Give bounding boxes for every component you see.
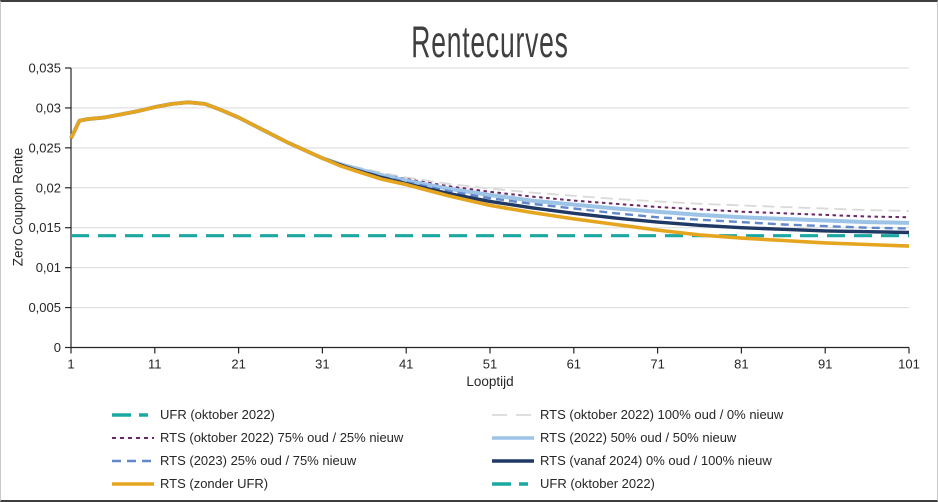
y-tick-label: 0,01 [36, 260, 61, 275]
legend-column: UFR (oktober 2022) RTS (oktober 2022) 75%… [111, 403, 403, 495]
legend-swatch-rts100 [492, 413, 534, 416]
x-tick-label: 81 [734, 357, 748, 372]
x-tick-label: 41 [399, 357, 413, 372]
legend-item: RTS (zonder UFR) [111, 472, 403, 495]
y-tick-label: 0,015 [28, 220, 61, 235]
y-tick-label: 0,025 [28, 140, 61, 155]
y-tick-label: 0,02 [36, 180, 61, 195]
legend-label: RTS (2023) 25% oud / 75% nieuw [160, 453, 357, 468]
x-tick-label: 1 [67, 357, 74, 372]
legend-swatch-rts75 [112, 436, 154, 439]
legend-swatch-zonder [112, 481, 154, 486]
legend-item: RTS (oktober 2022) 100% oud / 0% nieuw [491, 403, 783, 426]
legend-item: RTS (vanaf 2024) 0% oud / 100% nieuw [491, 449, 783, 472]
y-tick-label: 0,035 [28, 61, 61, 76]
x-tick-label: 101 [898, 357, 920, 372]
legend-item: RTS (2022) 50% oud / 50% nieuw [491, 426, 783, 449]
x-tick-label: 71 [650, 357, 664, 372]
legend-item: RTS (2023) 25% oud / 75% nieuw [111, 449, 403, 472]
y-tick-label: 0 [54, 340, 61, 355]
legend-item: UFR (oktober 2022) [111, 403, 403, 426]
y-tick-label: 0,03 [36, 100, 61, 115]
x-axis-title: Looptijd [466, 374, 514, 389]
chart-title: Rentecurves [411, 18, 569, 68]
series-line-zonder [69, 100, 910, 248]
legend-label: RTS (oktober 2022) 100% oud / 0% nieuw [540, 407, 784, 422]
legend-item: UFR (oktober 2022) [491, 472, 783, 495]
x-tick-label: 31 [315, 357, 329, 372]
legend-label: UFR (oktober 2022) [540, 476, 655, 491]
series-line-rts0 [69, 100, 910, 235]
legend-label: RTS (oktober 2022) 75% oud / 25% nieuw [160, 430, 404, 445]
legend-label: RTS (vanaf 2024) 0% oud / 100% nieuw [540, 453, 772, 468]
legend-column: RTS (oktober 2022) 100% oud / 0% nieuw RT… [491, 403, 783, 495]
legend-swatch-rts25 [112, 459, 154, 462]
legend-item: RTS (oktober 2022) 75% oud / 25% nieuw [111, 426, 403, 449]
x-tick-label: 91 [818, 357, 832, 372]
legend-swatch-ufr [112, 412, 154, 417]
legend-swatch-rts0 [492, 458, 534, 463]
y-tick-label: 0,005 [28, 300, 61, 315]
legend-swatch-ufr [492, 481, 534, 486]
x-tick-label: 11 [148, 357, 162, 372]
x-tick-label: 61 [567, 357, 581, 372]
x-tick-label: 21 [231, 357, 245, 372]
legend-label: RTS (2022) 50% oud / 50% nieuw [540, 430, 737, 445]
legend-label: RTS (zonder UFR) [160, 476, 269, 491]
x-tick-label: 51 [483, 357, 497, 372]
legend-label: UFR (oktober 2022) [160, 407, 275, 422]
legend-swatch-rts50 [492, 435, 534, 440]
y-axis-title: Zero Coupon Rente [10, 147, 26, 267]
series-line-rts25 [69, 101, 910, 230]
